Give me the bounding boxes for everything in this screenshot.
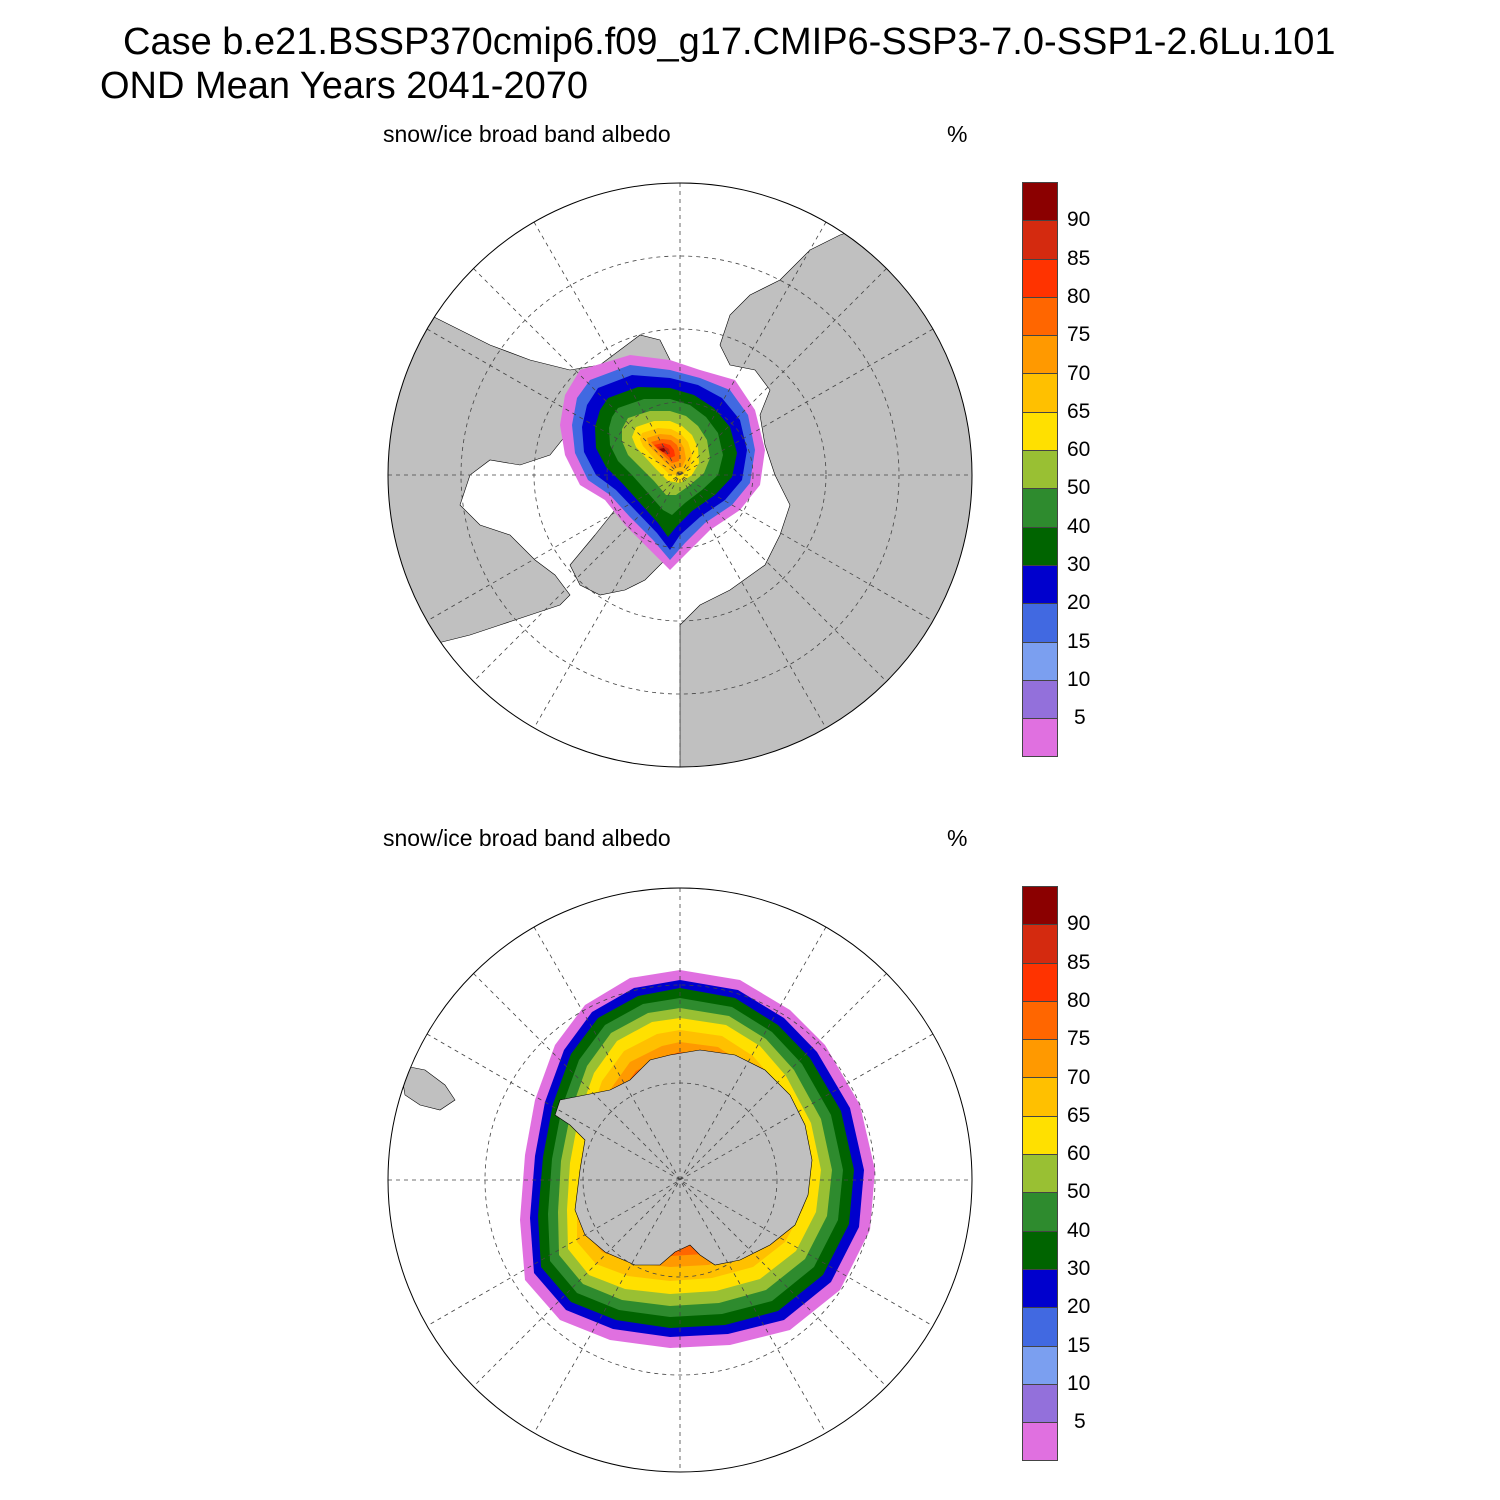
north-colorbar-swatch [1022, 642, 1058, 681]
south-colorbar-tick-label: 40 [1067, 1218, 1091, 1242]
south-colorbar-swatch [1022, 886, 1058, 926]
north-colorbar-swatch [1022, 374, 1058, 413]
south-colorbar-swatch [1022, 1078, 1058, 1117]
north-colorbar-tick-label: 60 [1067, 438, 1091, 462]
north-colorbar-swatch [1022, 412, 1058, 452]
north-colorbar-tick-label: 30 [1067, 553, 1091, 576]
south-colorbar-swatch [1022, 1346, 1058, 1385]
south-colorbar-tick-label: 20 [1067, 1295, 1091, 1319]
south-colorbar-swatch [1022, 1193, 1058, 1232]
north-colorbar-swatch [1022, 221, 1058, 260]
north-colorbar-tick-label: 75 [1067, 323, 1091, 347]
north-colorbar-tick-label: 15 [1067, 629, 1091, 653]
north-colorbar-swatch [1022, 182, 1058, 222]
north-colorbar-tick-label: 65 [1067, 399, 1091, 423]
north-colorbar-tick-label: 50 [1067, 476, 1091, 500]
north-colorbar-tick-label: 90 [1067, 208, 1091, 232]
north-colorbar-tick-label: 10 [1067, 667, 1091, 691]
north-colorbar-tick-label: 5 [1074, 706, 1086, 730]
south-panel-variable-label: snow/ice broad band albedo [383, 825, 671, 851]
south-colorbar-swatch [1022, 1001, 1058, 1041]
south-colorbar-swatch [1022, 1269, 1058, 1309]
north-colorbar-tick-label: 70 [1067, 361, 1091, 385]
south-colorbar-swatch [1022, 1155, 1058, 1194]
figure-title-case: Case b.e21.BSSP370cmip6.f09_g17.CMIP6-SS… [123, 21, 1336, 63]
south-colorbar-swatch [1022, 1308, 1058, 1347]
south-colorbar-swatch [1022, 1384, 1058, 1424]
north-colorbar-swatch [1022, 336, 1058, 375]
north-colorbar [1022, 182, 1058, 758]
north-colorbar-swatch [1022, 680, 1058, 720]
north-colorbar-swatch [1022, 604, 1058, 643]
south-graticule [388, 888, 972, 1472]
south-land-antarctica [554, 1049, 813, 1266]
south-colorbar-tick-label: 50 [1067, 1180, 1091, 1204]
north-colorbar-swatch [1022, 451, 1058, 490]
north-colorbar-tick-label: 80 [1067, 284, 1091, 308]
south-colorbar-tick-label: 70 [1067, 1065, 1091, 1089]
north-colorbar-swatch [1022, 297, 1058, 337]
north-colorbar-tick-label: 40 [1067, 514, 1091, 538]
north-colorbar-swatch [1022, 259, 1058, 298]
south-colorbar-swatch [1022, 1231, 1058, 1270]
north-map-boundary [387, 182, 973, 768]
south-colorbar-swatch [1022, 1116, 1058, 1156]
south-colorbar-tick-label: 90 [1067, 912, 1091, 936]
figure-title-period: OND Mean Years 2041-2070 [100, 65, 588, 107]
south-colorbar-tick-label: 75 [1067, 1027, 1091, 1051]
north-colorbar-swatch [1022, 489, 1058, 528]
north-colorbar-tick-label: 20 [1067, 591, 1091, 615]
south-colorbar [1022, 886, 1058, 1462]
south-colorbar-swatch [1022, 1040, 1058, 1079]
south-land-south-america [399, 1064, 456, 1111]
south-colorbar-swatch [1022, 925, 1058, 964]
south-colorbar-tick-label: 80 [1067, 988, 1091, 1012]
south-panel-units-label: % [947, 825, 968, 851]
south-colorbar-tick-label: 10 [1067, 1371, 1091, 1395]
north-colorbar-swatch [1022, 527, 1058, 566]
south-colorbar-tick-label: 30 [1067, 1257, 1091, 1280]
south-colorbar-tick-label: 15 [1067, 1333, 1091, 1357]
south-colorbar-tick-label: 60 [1067, 1142, 1091, 1166]
south-colorbar-tick-label: 85 [1067, 950, 1091, 974]
north-polar-map [387, 182, 973, 768]
north-colorbar-swatch [1022, 565, 1058, 605]
north-graticule [388, 183, 972, 767]
south-polar-map [387, 887, 973, 1473]
south-map-boundary [387, 887, 973, 1473]
north-colorbar-tick-label: 85 [1067, 246, 1091, 270]
south-colorbar-swatch [1022, 1423, 1058, 1462]
south-colorbar-tick-label: 5 [1074, 1410, 1086, 1434]
north-colorbar-swatch [1022, 719, 1058, 758]
north-sea-ice-field [560, 355, 765, 570]
north-panel-units-label: % [947, 121, 968, 147]
south-colorbar-swatch [1022, 963, 1058, 1002]
north-panel-variable-label: snow/ice broad band albedo [383, 121, 671, 147]
south-colorbar-tick-label: 65 [1067, 1103, 1091, 1127]
